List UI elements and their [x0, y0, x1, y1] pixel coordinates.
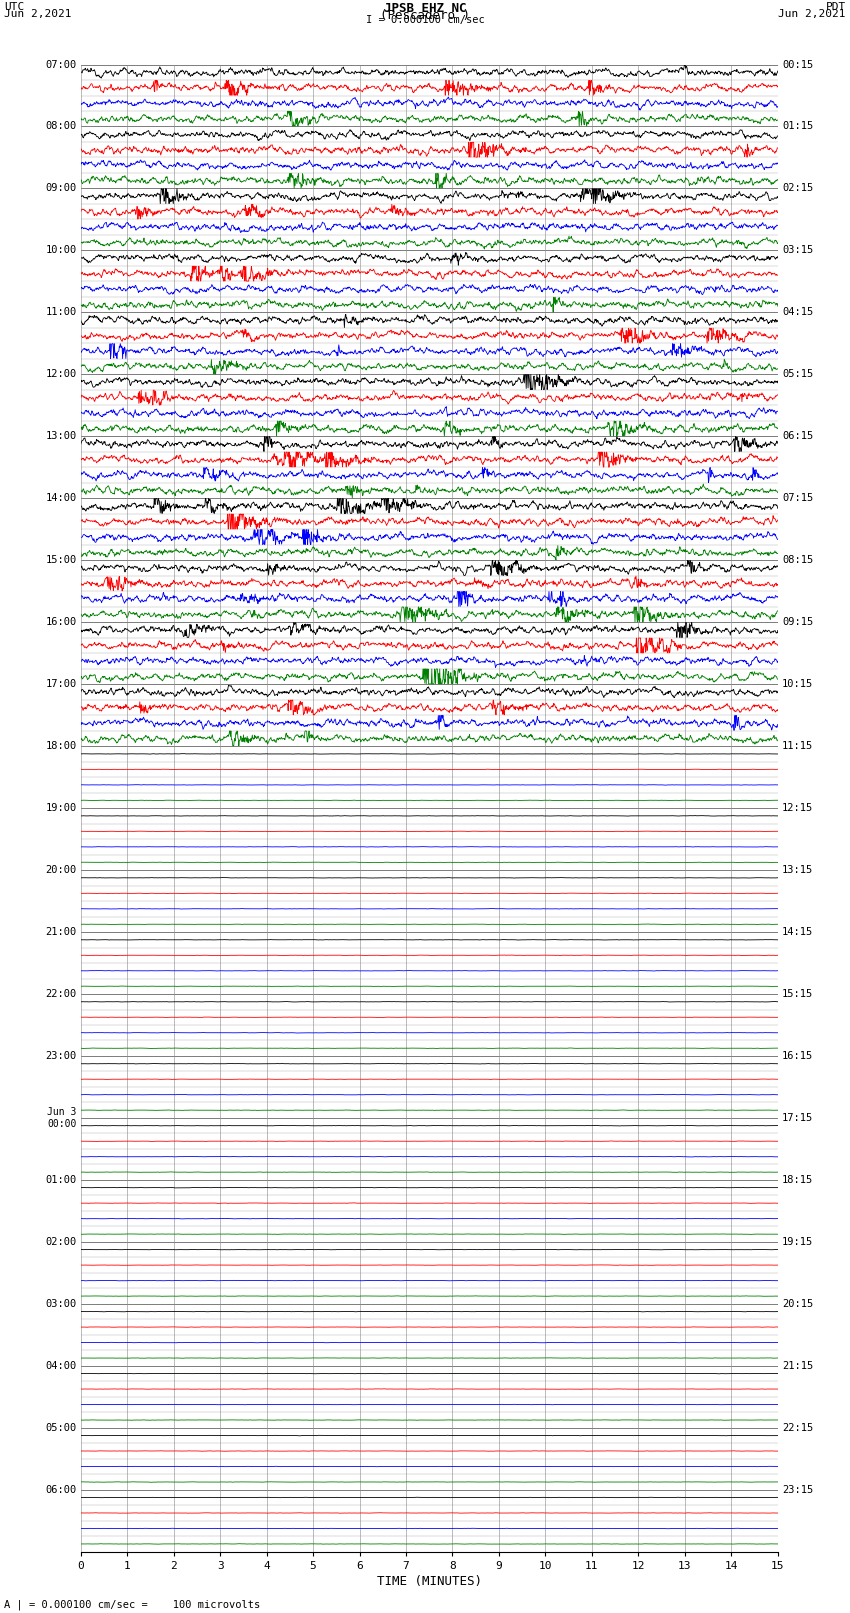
- Text: 06:15: 06:15: [782, 431, 813, 442]
- Text: 15:15: 15:15: [782, 989, 813, 998]
- Text: A | = 0.000100 cm/sec =    100 microvolts: A | = 0.000100 cm/sec = 100 microvolts: [4, 1598, 260, 1610]
- Text: 21:15: 21:15: [782, 1361, 813, 1371]
- Text: 05:00: 05:00: [45, 1423, 76, 1432]
- Text: 19:00: 19:00: [45, 803, 76, 813]
- Text: PDT: PDT: [825, 3, 846, 13]
- Text: 10:00: 10:00: [45, 245, 76, 255]
- Text: 17:15: 17:15: [782, 1113, 813, 1123]
- Text: 01:15: 01:15: [782, 121, 813, 132]
- Text: 08:15: 08:15: [782, 555, 813, 565]
- Text: 22:15: 22:15: [782, 1423, 813, 1432]
- Text: Jun 3
00:00: Jun 3 00:00: [47, 1107, 76, 1129]
- Text: 18:00: 18:00: [45, 740, 76, 752]
- Text: 09:15: 09:15: [782, 618, 813, 627]
- Text: (Pescadero ): (Pescadero ): [380, 10, 470, 23]
- Text: Jun 2,2021: Jun 2,2021: [4, 10, 71, 19]
- Text: 17:00: 17:00: [45, 679, 76, 689]
- Text: 13:00: 13:00: [45, 431, 76, 442]
- Text: 21:00: 21:00: [45, 927, 76, 937]
- Text: 03:00: 03:00: [45, 1298, 76, 1308]
- Text: 23:15: 23:15: [782, 1484, 813, 1495]
- Text: 12:15: 12:15: [782, 803, 813, 813]
- Text: Jun 2,2021: Jun 2,2021: [779, 10, 846, 19]
- Text: 05:15: 05:15: [782, 369, 813, 379]
- Text: 15:00: 15:00: [45, 555, 76, 565]
- Text: 16:15: 16:15: [782, 1052, 813, 1061]
- Text: 18:15: 18:15: [782, 1174, 813, 1186]
- Text: JPSB EHZ NC: JPSB EHZ NC: [383, 3, 467, 16]
- Text: 06:00: 06:00: [45, 1484, 76, 1495]
- Text: 04:00: 04:00: [45, 1361, 76, 1371]
- Text: 02:00: 02:00: [45, 1237, 76, 1247]
- Text: 14:15: 14:15: [782, 927, 813, 937]
- Text: 01:00: 01:00: [45, 1174, 76, 1186]
- Text: 22:00: 22:00: [45, 989, 76, 998]
- Text: 07:00: 07:00: [45, 60, 76, 69]
- Text: 13:15: 13:15: [782, 865, 813, 876]
- Text: 10:15: 10:15: [782, 679, 813, 689]
- Text: 09:00: 09:00: [45, 184, 76, 194]
- Text: 16:00: 16:00: [45, 618, 76, 627]
- X-axis label: TIME (MINUTES): TIME (MINUTES): [377, 1574, 482, 1587]
- Text: 08:00: 08:00: [45, 121, 76, 132]
- Text: 04:15: 04:15: [782, 308, 813, 318]
- Text: 02:15: 02:15: [782, 184, 813, 194]
- Text: I = 0.000100 cm/sec: I = 0.000100 cm/sec: [366, 16, 484, 26]
- Text: 20:15: 20:15: [782, 1298, 813, 1308]
- Text: 11:15: 11:15: [782, 740, 813, 752]
- Text: 14:00: 14:00: [45, 494, 76, 503]
- Text: 20:00: 20:00: [45, 865, 76, 876]
- Text: UTC: UTC: [4, 3, 25, 13]
- Text: 19:15: 19:15: [782, 1237, 813, 1247]
- Text: 11:00: 11:00: [45, 308, 76, 318]
- Text: 12:00: 12:00: [45, 369, 76, 379]
- Text: 07:15: 07:15: [782, 494, 813, 503]
- Text: 03:15: 03:15: [782, 245, 813, 255]
- Text: 00:15: 00:15: [782, 60, 813, 69]
- Text: 23:00: 23:00: [45, 1052, 76, 1061]
